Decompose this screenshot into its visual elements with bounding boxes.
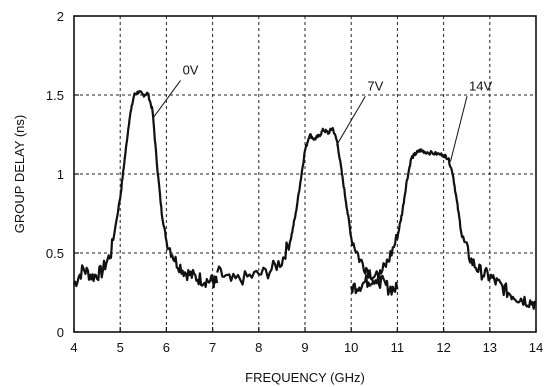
- annotation-label: 14V: [469, 78, 492, 93]
- annotation-label: 7V: [367, 78, 383, 93]
- series-line-0v: [72, 90, 219, 289]
- y-tick-label: 0: [57, 325, 64, 340]
- annotations: 0V 7V 14V: [152, 62, 492, 162]
- x-tick-label: 8: [255, 340, 262, 355]
- y-tick-label: 1: [57, 167, 64, 182]
- x-tick-label: 5: [117, 340, 124, 355]
- grid-lines: [74, 16, 536, 332]
- x-axis-title: FREQUENCY (GHz): [245, 370, 365, 385]
- x-tick-label: 13: [483, 340, 497, 355]
- y-tick-label: 2: [57, 9, 64, 24]
- series-line-14v: [350, 148, 537, 310]
- tick-labels: 4 5 6 7 8 9 10 11 12 13 14 0 0.5 1 1.5 2: [46, 9, 543, 355]
- x-tick-label: 10: [344, 340, 358, 355]
- y-axis-title: GROUP DELAY (ns): [12, 115, 27, 233]
- series-line-7v: [216, 126, 399, 296]
- series-lines: [72, 90, 537, 310]
- x-tick-label: 11: [391, 340, 405, 355]
- x-tick-label: 6: [163, 340, 170, 355]
- annotation-leader-line: [335, 96, 366, 146]
- annotation-leader-line: [450, 96, 468, 162]
- y-tick-label: 1.5: [46, 88, 64, 103]
- y-tick-label: 0.5: [46, 246, 64, 261]
- annotation-leader-line: [152, 80, 181, 119]
- annotation-label: 0V: [183, 62, 199, 77]
- x-tick-label: 9: [301, 340, 308, 355]
- x-tick-label: 4: [70, 340, 77, 355]
- x-tick-label: 14: [529, 340, 543, 355]
- x-tick-label: 12: [436, 340, 450, 355]
- x-tick-label: 7: [209, 340, 216, 355]
